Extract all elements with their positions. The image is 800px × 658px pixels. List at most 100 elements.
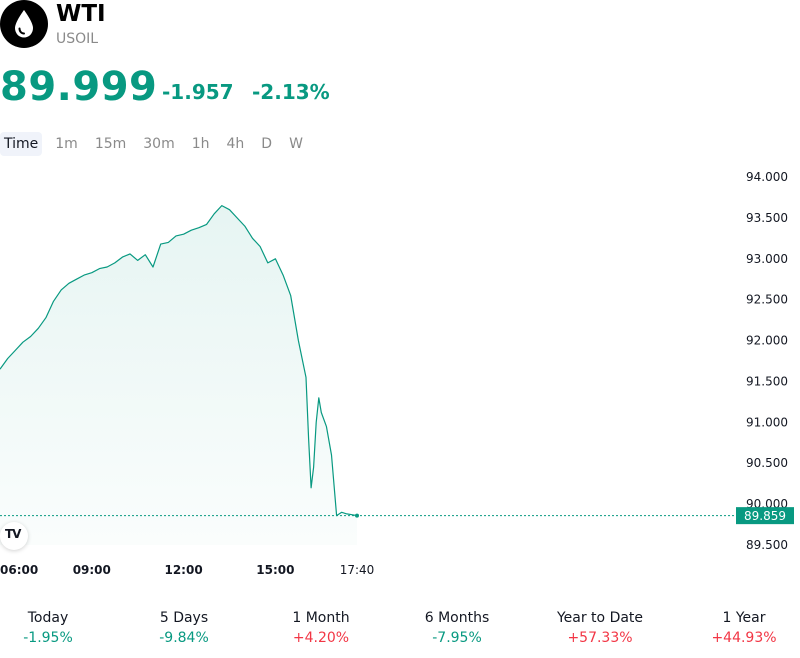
price-point — [137, 260, 138, 261]
price-point — [316, 422, 317, 423]
last-price-label: 89.859 — [744, 509, 786, 523]
price-point — [99, 268, 100, 269]
perf-6-months[interactable]: 6 Months -7.95% — [392, 608, 522, 648]
price-line — [0, 205, 358, 517]
price-point — [84, 275, 85, 276]
last-price-dot — [355, 513, 359, 518]
perf-value: -7.95% — [432, 630, 482, 646]
price-point — [175, 235, 176, 236]
price-point — [191, 230, 192, 231]
perf-label: Today — [27, 610, 69, 626]
interval-30m[interactable]: 30m — [143, 136, 175, 152]
perf-label: 1 Month — [292, 610, 350, 626]
oil-drop-icon — [0, 0, 48, 48]
price-point — [260, 246, 261, 247]
symbol-header: WTI USOIL — [0, 0, 800, 60]
price-point — [15, 350, 16, 351]
price-point — [76, 279, 77, 280]
price-point — [311, 487, 312, 488]
interval-4h[interactable]: 4h — [226, 136, 245, 152]
y-tick-label: 92.000 — [746, 334, 788, 348]
perf-label: Year to Date — [556, 610, 644, 626]
price-point — [198, 227, 199, 228]
change-percent: -2.13% — [252, 80, 330, 104]
price-point — [206, 224, 207, 225]
price-point — [221, 205, 222, 206]
perf-label: 5 Days — [159, 610, 209, 626]
tradingview-logo-icon[interactable]: TV — [0, 522, 28, 550]
price-point — [30, 336, 31, 337]
price-point — [318, 397, 319, 398]
performance-bar: Today -1.95% 5 Days -9.84% 1 Month +4.20… — [0, 608, 800, 652]
x-tick-label: 09:00 — [73, 563, 111, 577]
price-point — [114, 262, 115, 263]
perf-value: -1.95% — [23, 630, 73, 646]
interval-daily[interactable]: D — [261, 136, 273, 152]
price-point — [22, 342, 23, 343]
price-point — [346, 513, 347, 514]
price-point — [252, 238, 253, 239]
price-point — [61, 289, 62, 290]
price-point — [229, 209, 230, 210]
perf-5-days[interactable]: 5 Days -9.84% — [119, 608, 249, 648]
interval-15m[interactable]: 15m — [94, 136, 127, 152]
price-point — [326, 426, 327, 427]
price-point — [214, 213, 215, 214]
price-point — [275, 258, 276, 259]
interval-selector: Time 1m 15m 30m 1h 4h D W — [0, 132, 316, 156]
y-tick-label: 94.000 — [746, 170, 788, 184]
y-tick-label: 93.500 — [746, 211, 788, 225]
y-tick-label: 89.500 — [746, 538, 788, 552]
price-point — [283, 275, 284, 276]
symbol-ticker: WTI — [56, 1, 106, 27]
x-tick-label: 15:00 — [256, 563, 294, 577]
price-point — [267, 262, 268, 263]
price-point — [244, 226, 245, 227]
x-tick-label: 06:00 — [0, 563, 38, 577]
y-tick-label: 91.500 — [746, 374, 788, 388]
x-tick-label: 17:40 — [340, 563, 375, 577]
interval-1m[interactable]: 1m — [55, 136, 78, 152]
x-tick-label: 12:00 — [164, 563, 202, 577]
price-point — [351, 514, 352, 515]
tradingview-badge-text: TV — [5, 527, 22, 541]
interval-weekly[interactable]: W — [289, 136, 303, 152]
price-point — [290, 295, 291, 296]
price-point — [341, 512, 342, 513]
price-point — [45, 317, 46, 318]
price-point — [298, 340, 299, 341]
price-point — [305, 377, 306, 378]
quote-row: 89.999 -1.957 -2.13% — [0, 64, 800, 112]
perf-value: +57.33% — [567, 630, 633, 646]
y-tick-label: 91.000 — [746, 415, 788, 429]
perf-value: +4.20% — [292, 630, 350, 646]
price-point — [160, 244, 161, 245]
price-point — [68, 283, 69, 284]
price-point — [7, 358, 8, 359]
perf-label: 6 Months — [424, 610, 490, 626]
price-area-fill — [0, 205, 357, 545]
price-point — [183, 234, 184, 235]
price-point — [129, 253, 130, 254]
interval-1h[interactable]: 1h — [191, 136, 210, 152]
perf-year-to-date[interactable]: Year to Date +57.33% — [535, 608, 665, 648]
last-price-label-bg — [736, 507, 794, 525]
price-chart-svg[interactable]: 94.000 93.500 93.000 92.500 92.000 91.500 91.0… — [0, 160, 800, 580]
price-point — [53, 301, 54, 302]
y-tick-label: 92.500 — [746, 293, 788, 307]
perf-today[interactable]: Today -1.95% — [0, 608, 113, 648]
y-tick-label: 90.500 — [746, 456, 788, 470]
perf-1-year[interactable]: 1 Year +44.93% — [679, 608, 800, 648]
last-price: 89.999 — [0, 64, 158, 110]
perf-1-month[interactable]: 1 Month +4.20% — [256, 608, 386, 648]
price-point — [145, 254, 146, 255]
y-tick-label: 93.000 — [746, 252, 788, 266]
price-chart[interactable]: 94.000 93.500 93.000 92.500 92.000 91.500 91.0… — [0, 160, 800, 580]
perf-label: 1 Year — [722, 610, 766, 626]
price-point — [107, 266, 108, 267]
price-point — [308, 438, 309, 439]
price-point — [91, 272, 92, 273]
interval-time[interactable]: Time — [0, 132, 43, 156]
price-point — [168, 242, 169, 243]
perf-value: -9.84% — [159, 630, 209, 646]
